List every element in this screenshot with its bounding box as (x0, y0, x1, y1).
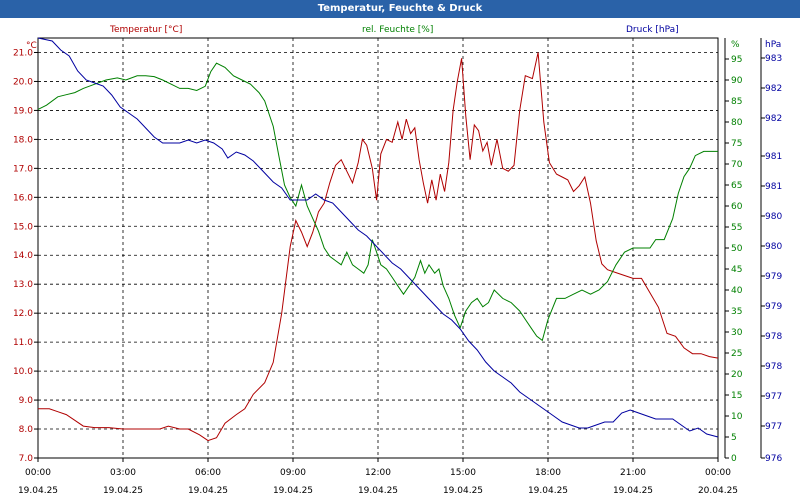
time-tick-label: 06:00 (195, 468, 221, 478)
temp-series-line (38, 52, 719, 442)
humidity-tick-label: 85 (731, 97, 742, 107)
date-tick-label: 19.04.25 (528, 486, 568, 496)
date-tick-label: 19.04.25 (273, 486, 313, 496)
humidity-tick-label: 35 (731, 307, 742, 317)
humidity-axis: 0 5 10 15 20 25 30 35 40 45 50 55 60 65 70 75 80 85 90 95% (724, 38, 743, 464)
humidity-tick-label: 80 (731, 118, 743, 128)
time-tick-label: 00:00 (25, 468, 51, 478)
pressure-series-label: Druck [hPa] (626, 25, 679, 35)
humidity-tick-label: 40 (731, 286, 743, 296)
temperature-unit-label: °C (26, 41, 37, 51)
pressure-tick-label: 976 (765, 454, 782, 464)
temperature-tick-label: 17.0 (13, 164, 33, 174)
date-tick-label: 20.04.25 (698, 486, 738, 496)
humidity-tick-label: 0 (731, 454, 737, 464)
humidity-tick-label: 5 (731, 433, 737, 443)
temperature-tick-label: 16.0 (13, 193, 33, 203)
chart-title: Temperatur, Feuchte & Druck (0, 0, 800, 18)
temperature-tick-label: 10.0 (13, 367, 33, 377)
pressure-tick-label: 981 (765, 182, 782, 192)
pressure-axis: 976 977 977 978 978 979 979 980 980 981 981 982 982 9… (760, 38, 782, 464)
date-tick-label: 19.04.25 (18, 486, 58, 496)
date-tick-label: 19.04.25 (358, 486, 398, 496)
time-tick-label: 21:00 (620, 468, 646, 478)
humidity-tick-label: 60 (731, 202, 743, 212)
pressure-tick-label: 979 (765, 272, 782, 282)
temperature-tick-label: 19.0 (13, 106, 33, 116)
temperature-tick-label: 18.0 (13, 135, 33, 145)
time-tick-label: 00:00 (705, 468, 731, 478)
date-tick-label: 19.04.25 (443, 486, 483, 496)
pressure-tick-label: 983 (765, 54, 782, 64)
temperature-tick-label: 21.0 (13, 48, 33, 58)
temperature-tick-label: 14.0 (13, 251, 33, 261)
humidity-tick-label: 95 (731, 55, 742, 65)
time-tick-label: 09:00 (280, 468, 306, 478)
humidity-tick-label: 45 (731, 265, 742, 275)
pressure-tick-label: 978 (765, 332, 782, 342)
temperature-tick-label: 15.0 (13, 222, 33, 232)
hum-series-line (37, 62, 718, 342)
humidity-tick-label: 25 (731, 349, 742, 359)
humidity-tick-label: 65 (731, 181, 742, 191)
temperature-tick-label: 7.0 (19, 454, 34, 464)
press-series-line (37, 37, 719, 438)
humidity-tick-label: 50 (731, 244, 743, 254)
pressure-tick-label: 980 (765, 212, 782, 222)
humidity-tick-label: 55 (731, 223, 742, 233)
temperature-tick-label: 8.0 (19, 425, 34, 435)
temperature-tick-label: 9.0 (19, 396, 34, 406)
temperature-axis: °C 7.0 8.0 9.0 10.0 11.0 12.0 13.0 14.0 15.0 16.0 1… (13, 41, 38, 464)
time-axis: 00:00 19.04.25 03:00 19.04.25 06:00 19.04.25 0… (18, 458, 738, 496)
humidity-tick-label: 75 (731, 139, 742, 149)
humidity-tick-label: 10 (731, 412, 743, 422)
temperature-series-label: Temperatur [°C] (110, 25, 183, 35)
temperature-tick-label: 20.0 (13, 77, 33, 87)
pressure-tick-label: 977 (765, 392, 782, 402)
humidity-tick-label: 90 (731, 76, 743, 86)
time-tick-label: 12:00 (365, 468, 391, 478)
pressure-tick-label: 981 (765, 152, 782, 162)
temperature-tick-label: 11.0 (13, 338, 33, 348)
date-tick-label: 19.04.25 (103, 486, 143, 496)
temperature-tick-label: 13.0 (13, 280, 33, 290)
time-tick-label: 18:00 (535, 468, 561, 478)
date-tick-label: 19.04.25 (613, 486, 653, 496)
humidity-series-label: rel. Feuchte [%] (362, 25, 434, 35)
pressure-tick-label: 982 (765, 84, 782, 94)
humidity-tick-label: 70 (731, 160, 743, 170)
grid-lines (38, 38, 718, 458)
humidity-tick-label: % (731, 40, 740, 50)
humidity-tick-label: 20 (731, 370, 743, 380)
temperature-tick-label: 12.0 (13, 309, 33, 319)
pressure-tick-label: 978 (765, 362, 782, 372)
pressure-tick-label: 980 (765, 242, 782, 252)
humidity-tick-label: 30 (731, 328, 743, 338)
time-tick-label: 15:00 (450, 468, 476, 478)
pressure-tick-label: 979 (765, 302, 782, 312)
series-layer (37, 37, 719, 442)
pressure-tick-label: 977 (765, 422, 782, 432)
date-tick-label: 19.04.25 (188, 486, 228, 496)
pressure-tick-label: hPa (765, 40, 781, 50)
pressure-tick-label: 982 (765, 114, 782, 124)
time-tick-label: 03:00 (110, 468, 136, 478)
humidity-tick-label: 15 (731, 391, 742, 401)
